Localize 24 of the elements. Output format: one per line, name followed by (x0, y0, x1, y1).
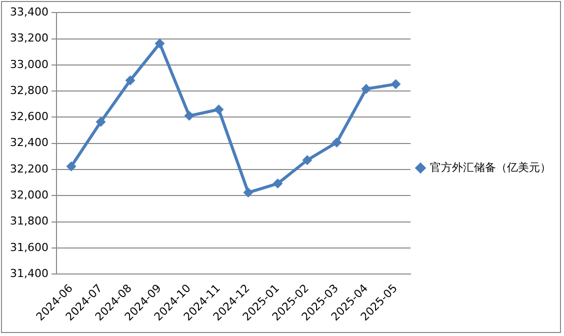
point (243, 188, 254, 198)
point (125, 75, 136, 86)
y-tick-label: 33,400 (10, 5, 48, 18)
point (154, 38, 165, 48)
point (184, 110, 194, 121)
point (361, 84, 372, 94)
point (390, 79, 401, 90)
point (96, 116, 106, 127)
legend-label: 官方外汇储备（亿美元） (430, 160, 551, 174)
y-tick-label: 32,000 (10, 188, 48, 202)
y-tick-label: 32,800 (10, 84, 48, 97)
y-tick-label: 32,200 (10, 162, 48, 176)
y-tick-label: 31,800 (10, 214, 48, 228)
y-tick-label: 33,000 (10, 58, 48, 71)
y-tick-label: 31,600 (10, 240, 48, 254)
point (214, 104, 224, 115)
point (272, 178, 283, 189)
point (302, 155, 312, 166)
y-tick-label: 33,200 (10, 32, 48, 45)
point (332, 137, 342, 148)
y-tick-label: 32,400 (10, 136, 48, 150)
y-tick-label: 32,600 (10, 110, 48, 124)
point (66, 161, 76, 172)
y-tick-label: 31,400 (10, 267, 48, 280)
